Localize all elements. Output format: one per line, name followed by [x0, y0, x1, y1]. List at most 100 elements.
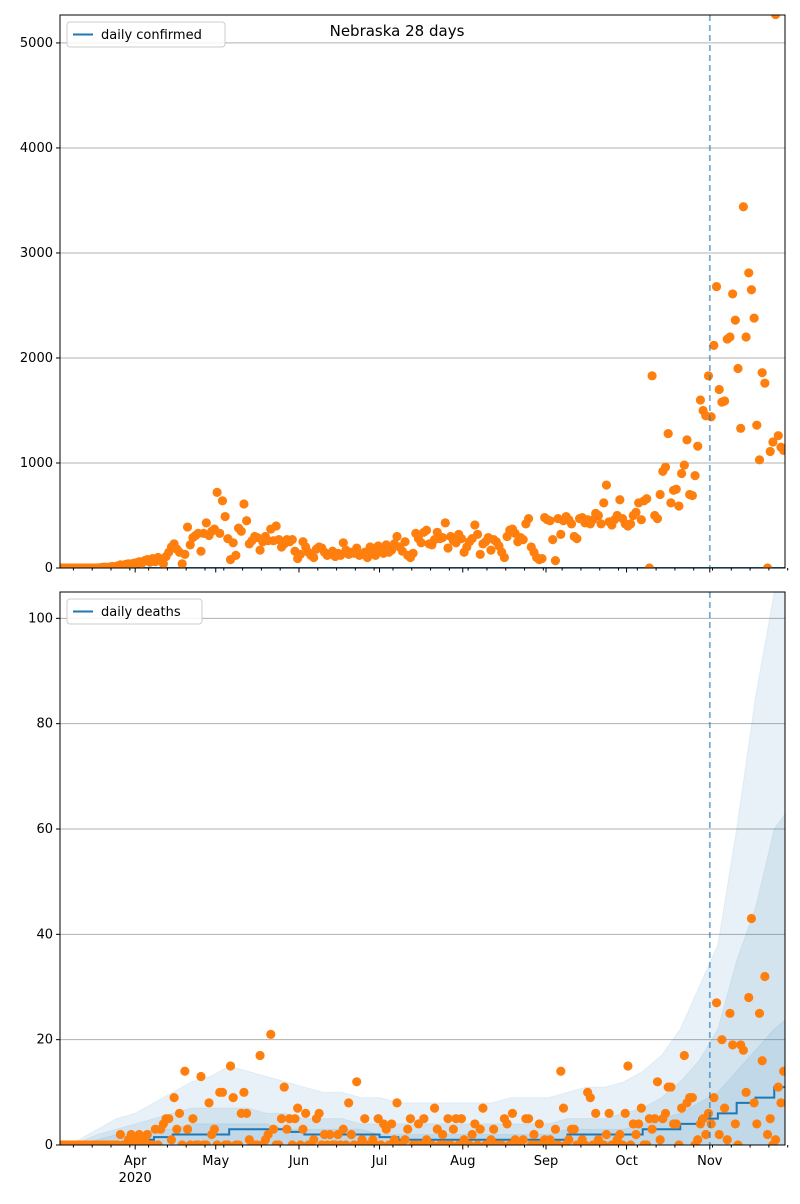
data-point: [212, 1140, 222, 1145]
data-point: [427, 1140, 437, 1145]
data-point: [636, 1103, 646, 1113]
data-point: [604, 1108, 614, 1118]
data-point: [660, 462, 671, 472]
data-point: [730, 315, 740, 325]
data-point: [709, 340, 719, 350]
data-point: [478, 1103, 488, 1113]
data-point: [617, 1140, 628, 1145]
data-point: [596, 519, 606, 529]
data-point: [749, 313, 759, 323]
data-point: [534, 1119, 544, 1129]
data-point: [233, 1140, 244, 1145]
data-point: [242, 1108, 252, 1118]
data-point: [701, 1129, 711, 1140]
data-point: [655, 1135, 665, 1145]
data-point: [287, 1140, 297, 1145]
data-point: [177, 559, 187, 568]
data-point: [677, 468, 687, 479]
y-tick-label: 3000: [20, 246, 53, 261]
data-point: [301, 1108, 311, 1118]
data-point: [736, 423, 746, 433]
data-point: [591, 1108, 601, 1118]
data-point: [671, 484, 681, 494]
y-tick-label: 1000: [20, 456, 53, 471]
data-point: [201, 518, 211, 528]
data-point: [779, 445, 785, 455]
data-point: [475, 549, 485, 559]
y-tick-label: 80: [36, 717, 53, 732]
data-point: [666, 1082, 676, 1092]
data-point: [652, 514, 663, 524]
data-point: [548, 535, 558, 545]
data-point: [115, 1129, 126, 1140]
data-point: [752, 420, 762, 430]
data-point: [228, 538, 238, 548]
data-point: [733, 1140, 743, 1145]
data-point: [400, 1135, 410, 1145]
data-point: [518, 535, 528, 545]
data-point: [220, 511, 230, 522]
data-point: [719, 396, 730, 406]
data-point: [757, 1056, 767, 1066]
data-point: [298, 1124, 308, 1134]
data-point: [760, 378, 770, 388]
x-tick-label: Aug: [450, 1154, 475, 1169]
data-point: [429, 1103, 440, 1113]
data-point: [153, 1140, 163, 1145]
data-point: [771, 15, 781, 20]
data-point: [553, 1140, 563, 1145]
data-point: [744, 992, 754, 1003]
data-point: [593, 510, 603, 521]
data-point: [762, 563, 773, 568]
axes-daily-deaths: 0 20 40 60 80 100 Apr 2020 May Jun Jul Aug Sep Oct Nov…: [28, 591, 789, 1186]
data-point: [754, 455, 765, 465]
data-point: [475, 1124, 485, 1134]
data-point: [271, 521, 281, 531]
data-point: [703, 371, 714, 381]
legend-label: daily deaths: [101, 605, 181, 620]
y-tick-label: 2000: [20, 351, 53, 366]
data-point: [344, 1098, 354, 1108]
data-point: [215, 528, 225, 538]
data-point: [687, 490, 697, 501]
data-point: [545, 516, 555, 526]
plot-area: [60, 592, 785, 1145]
data-point: [615, 495, 625, 505]
data-point: [295, 549, 305, 559]
data-point: [438, 532, 448, 543]
axes-daily-confirmed: 0 1000 2000 3000 4000 5000 daily confirmed: [20, 14, 789, 576]
data-point: [255, 1050, 265, 1061]
data-point: [687, 1093, 697, 1103]
data-point: [679, 460, 689, 470]
data-point: [550, 1124, 561, 1134]
data-point: [655, 489, 665, 500]
data-point: [472, 1140, 483, 1145]
y-tick-label: 5000: [20, 36, 53, 51]
y-tick-label: 40: [36, 927, 53, 942]
data-point: [725, 332, 735, 342]
data-point: [309, 552, 319, 563]
data-point: [209, 1124, 219, 1134]
data-point: [352, 1077, 362, 1087]
data-point: [408, 548, 418, 558]
data-point: [749, 1098, 759, 1108]
x-tick-label: Sep: [534, 1154, 559, 1169]
legend-box: [66, 21, 226, 48]
data-point: [703, 1108, 714, 1118]
data-point: [255, 545, 265, 555]
data-point: [400, 537, 410, 547]
data-point: [499, 552, 509, 563]
data-point: [529, 1129, 539, 1140]
data-point: [456, 1114, 467, 1124]
data-point: [652, 1077, 663, 1087]
data-point: [464, 1140, 475, 1145]
data-point: [722, 1135, 732, 1145]
data-point: [695, 395, 706, 405]
data-point: [518, 1135, 528, 1145]
data-point: [693, 1135, 703, 1145]
data-point: [196, 546, 206, 556]
data-point: [776, 1098, 785, 1108]
data-point: [682, 435, 692, 445]
x-tick-label: Oct: [615, 1154, 637, 1169]
data-point: [674, 501, 684, 511]
